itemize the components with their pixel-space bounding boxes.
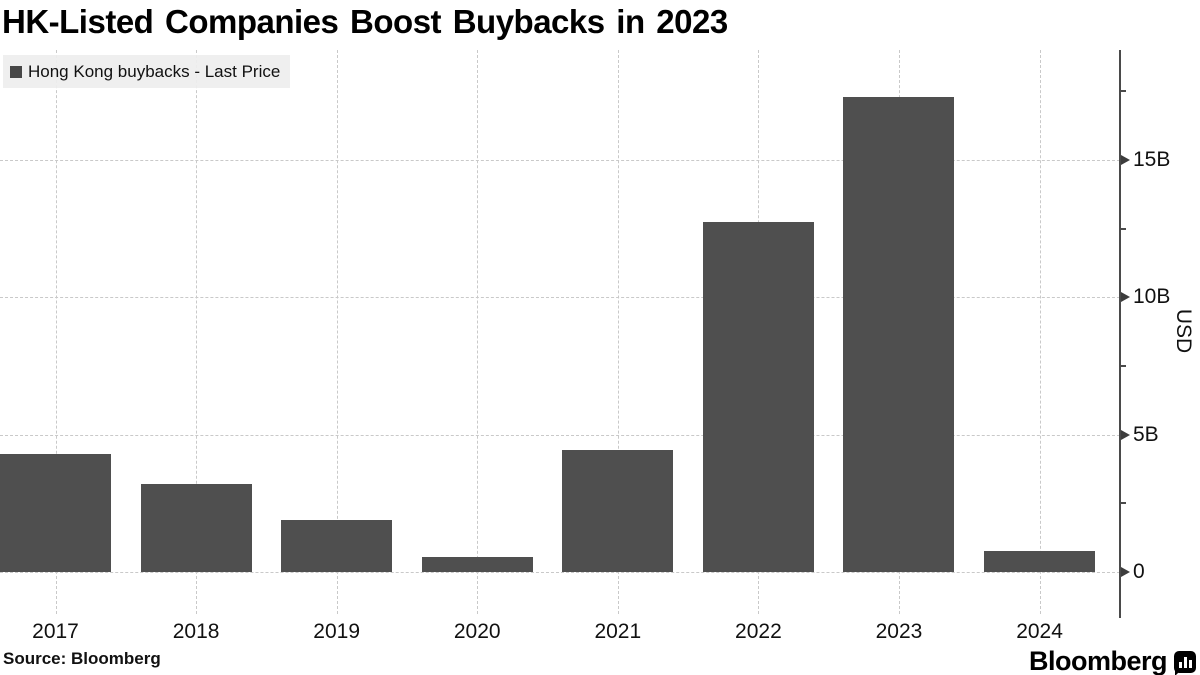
x-tick-label-2023: 2023	[875, 620, 923, 643]
y-tick-arrow-10	[1121, 292, 1130, 303]
legend: Hong Kong buybacks - Last Price	[3, 55, 291, 88]
bar-2023	[843, 96, 955, 572]
y-tick-minor-12.5	[1120, 227, 1126, 230]
legend-label: Hong Kong buybacks - Last Price	[28, 61, 281, 81]
legend-swatch-icon	[10, 65, 22, 78]
y-tick-minor-17.5	[1120, 90, 1126, 93]
bar-2021	[562, 449, 674, 572]
y-tick-minor-2.5	[1120, 502, 1126, 505]
bloomberg-chart-icon	[1174, 650, 1196, 675]
x-tick-label-2020: 2020	[453, 620, 501, 643]
gridline-h-0	[0, 572, 1120, 573]
y-tick-arrow-5	[1121, 429, 1130, 440]
y-tick-label-15: 15B	[1133, 147, 1171, 171]
x-tick-label-2019: 2019	[313, 620, 361, 643]
y-tick-arrow-15	[1121, 154, 1130, 165]
bar-2020	[421, 556, 533, 572]
gridline-v-2024	[1039, 50, 1041, 614]
bloomberg-wordmark: Bloomberg	[1028, 646, 1168, 675]
y-tick-label-5: 5B	[1133, 422, 1159, 446]
gridline-h-15	[0, 159, 1120, 161]
bar-2017	[0, 453, 111, 572]
x-tick-label-2022: 2022	[735, 620, 782, 643]
x-tick-label-2021: 2021	[594, 620, 642, 643]
gridline-v-2018	[196, 50, 198, 614]
gridline-v-2020	[477, 50, 479, 614]
gridline-h-5	[0, 434, 1120, 436]
bar-2024	[984, 551, 1096, 572]
y-tick-label-10: 10B	[1133, 285, 1171, 309]
gridline-v-2017	[55, 50, 57, 614]
y-axis-unit-label: USD	[1172, 308, 1195, 354]
chart-title: HK-Listed Companies Boost Buybacks in 20…	[2, 3, 728, 40]
gridline-v-2021	[617, 50, 619, 614]
bar-2019	[281, 519, 393, 572]
y-axis-line	[1119, 50, 1121, 618]
source-note: Source: Bloomberg	[3, 649, 161, 668]
y-tick-minor-7.5	[1120, 364, 1126, 367]
y-tick-arrow-0	[1121, 567, 1130, 577]
x-tick-label-2024: 2024	[1016, 620, 1063, 643]
bloomberg-logo: Bloomberg	[1029, 646, 1196, 675]
y-tick-label-0: 0	[1133, 560, 1145, 583]
gridline-h-10	[0, 297, 1120, 299]
bar-2018	[140, 484, 252, 572]
x-tick-label-2018: 2018	[172, 620, 220, 643]
bar-2022	[702, 221, 814, 572]
x-tick-label-2017: 2017	[32, 620, 79, 643]
gridline-v-2019	[336, 50, 338, 614]
